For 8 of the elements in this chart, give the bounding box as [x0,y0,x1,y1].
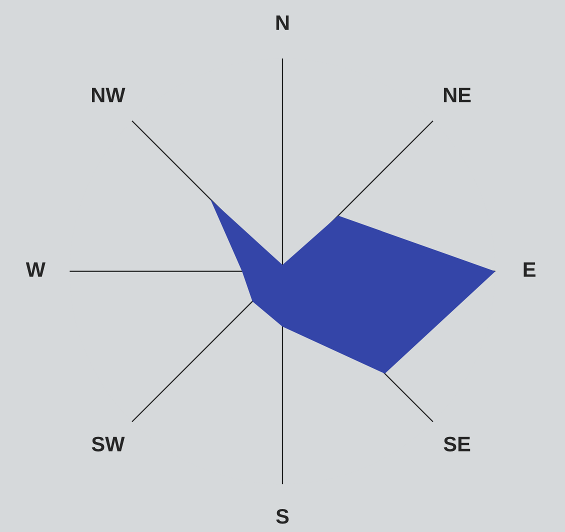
spoke-label: NW [92,88,126,102]
spoke-label: SW [92,436,125,452]
spoke-label: S [276,508,289,524]
spoke-label: W [26,262,46,277]
spoke-label: NE [444,88,471,102]
spoke-label: E [524,262,536,277]
spoke-label: N [276,16,289,30]
spoke-label: SE [444,436,470,452]
